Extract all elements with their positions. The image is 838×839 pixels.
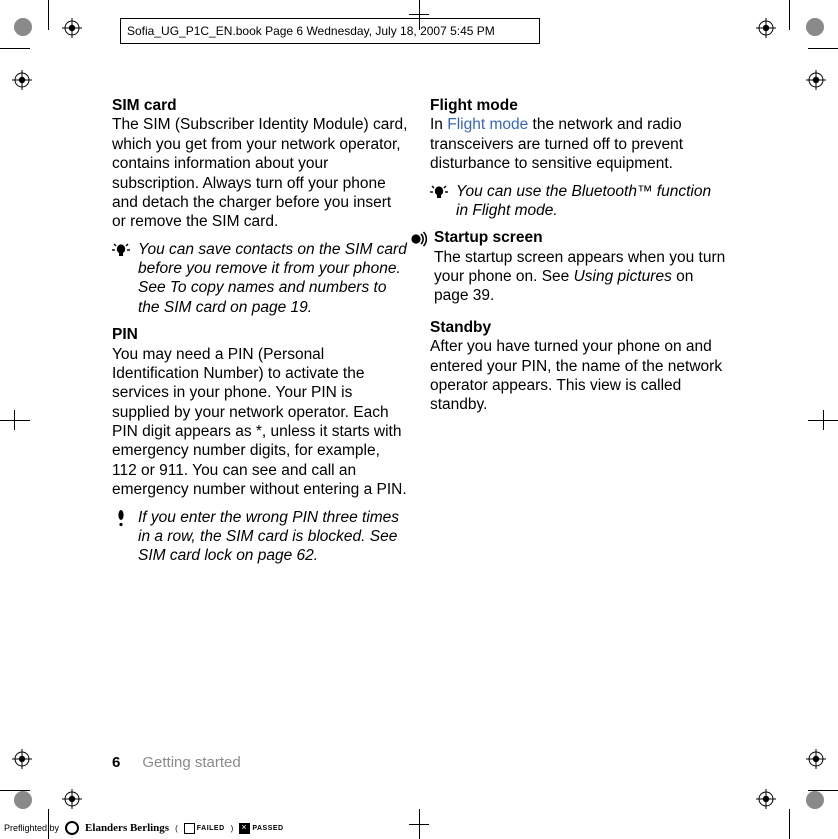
passed-label: PASSED bbox=[252, 825, 283, 832]
right-column: Flight mode In Flight mode the network a… bbox=[430, 90, 726, 574]
color-mark bbox=[14, 18, 32, 36]
important-icon bbox=[112, 508, 130, 566]
page-number: 6 bbox=[112, 754, 120, 771]
color-mark bbox=[14, 791, 32, 809]
crop-mark bbox=[48, 0, 49, 30]
section-name: Getting started bbox=[142, 754, 240, 771]
pin-note-text: If you enter the wrong PIN three times i… bbox=[138, 508, 408, 566]
crop-mark bbox=[14, 410, 15, 430]
registration-mark bbox=[806, 749, 826, 769]
preflight-brand: Elanders Berlings bbox=[85, 822, 169, 834]
crop-mark bbox=[789, 0, 790, 30]
sim-note-text: You can save contacts on the SIM card be… bbox=[138, 240, 408, 318]
document-header: Sofia_UG_P1C_EN.book Page 6 Wednesday, J… bbox=[120, 18, 540, 44]
crop-mark bbox=[808, 48, 838, 49]
flight-mode-link[interactable]: Flight mode bbox=[447, 116, 528, 133]
registration-mark bbox=[62, 18, 82, 38]
standby-title: Standby bbox=[430, 318, 726, 337]
document-header-text: Sofia_UG_P1C_EN.book Page 6 Wednesday, J… bbox=[127, 24, 495, 38]
standby-body: After you have turned your phone on and … bbox=[430, 337, 726, 415]
crop-mark bbox=[823, 410, 824, 430]
paren-open: ( bbox=[175, 824, 178, 833]
pin-note: If you enter the wrong PIN three times i… bbox=[112, 508, 408, 566]
tip-icon bbox=[112, 240, 130, 318]
flight-note: You can use the Bluetooth™ function in F… bbox=[430, 182, 726, 221]
flight-mode-body: In Flight mode the network and radio tra… bbox=[430, 115, 726, 173]
page-footer: 6 Getting started bbox=[112, 754, 241, 771]
sim-card-body: The SIM (Subscriber Identity Module) car… bbox=[112, 115, 408, 231]
startup-body-ital: Using pictures bbox=[574, 268, 672, 285]
left-column: SIM card The SIM (Subscriber Identity Mo… bbox=[112, 90, 408, 574]
failed-label: FAILED bbox=[197, 825, 225, 832]
registration-mark bbox=[756, 18, 776, 38]
color-mark bbox=[806, 18, 824, 36]
tip-icon bbox=[430, 182, 448, 221]
registration-mark bbox=[12, 70, 32, 90]
registration-mark bbox=[62, 789, 82, 809]
crop-mark bbox=[409, 14, 429, 15]
registration-mark bbox=[806, 70, 826, 90]
flight-mode-title: Flight mode bbox=[430, 96, 726, 115]
registration-mark bbox=[12, 749, 32, 769]
crop-mark bbox=[789, 809, 790, 839]
pin-body: You may need a PIN (Personal Identificat… bbox=[112, 345, 408, 500]
page-content: SIM card The SIM (Subscriber Identity Mo… bbox=[112, 90, 726, 574]
startup-screen-title: Startup screen bbox=[434, 228, 726, 247]
sim-note: You can save contacts on the SIM card be… bbox=[112, 240, 408, 318]
nfc-icon bbox=[410, 230, 428, 253]
startup-screen-body: The startup screen appears when you turn… bbox=[434, 248, 726, 306]
passed-checkbox-icon: × bbox=[239, 823, 250, 834]
sim-card-title: SIM card bbox=[112, 96, 408, 115]
registration-mark bbox=[756, 789, 776, 809]
preflight-strip: Preflighted by Elanders Berlings ( FAILE… bbox=[4, 821, 284, 835]
flight-body-pre: In bbox=[430, 116, 447, 133]
crop-mark bbox=[0, 420, 30, 421]
color-mark bbox=[806, 791, 824, 809]
flight-note-text: You can use the Bluetooth™ function in F… bbox=[456, 182, 726, 221]
preflight-label: Preflighted by bbox=[4, 823, 59, 833]
crop-mark bbox=[409, 824, 429, 825]
failed-checkbox-icon bbox=[184, 823, 195, 834]
pin-title: PIN bbox=[112, 325, 408, 344]
paren-close: ) bbox=[231, 824, 234, 833]
crop-mark bbox=[0, 48, 30, 49]
brand-icon bbox=[65, 821, 79, 835]
